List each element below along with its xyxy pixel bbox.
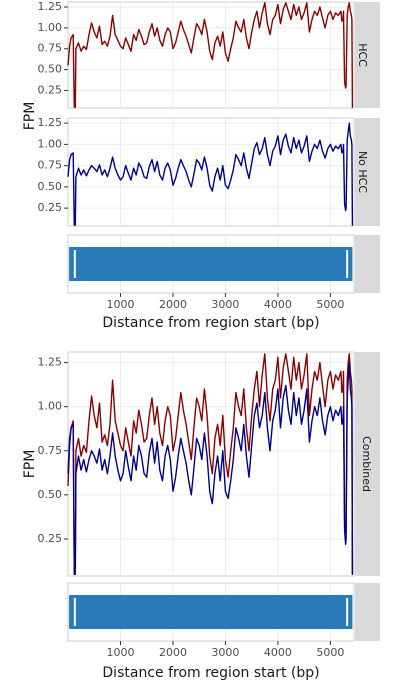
combined-ytick-label-1: 0.50 <box>38 488 63 501</box>
strip-combined <box>355 352 380 576</box>
track-bottom-xtick-label-3: 4000 <box>264 646 292 659</box>
panel-no-hcc-grid <box>68 118 354 226</box>
combined-series-line-no-hcc <box>67 361 354 575</box>
hcc-ytick-label-1: 0.50 <box>38 63 63 76</box>
x-axis-title-bottom: Distance from region start (bp) <box>102 665 319 681</box>
combined-ytick-label-4: 1.25 <box>38 356 63 369</box>
panel-hcc-grid <box>68 2 354 108</box>
combined-ytick-label-3: 1.00 <box>38 400 63 413</box>
nohcc-ytick-label-0: 0.25 <box>38 201 63 214</box>
nohcc-ytick-label-3: 1.00 <box>38 137 63 150</box>
panel-combined: 0.25 0.50 0.75 1.00 1.25 Combined <box>38 351 380 577</box>
track-bottom-bars <box>69 583 353 641</box>
strip-hcc <box>355 2 380 108</box>
track-top-xtick-label-1: 2000 <box>159 298 187 311</box>
combined-ytick-label-2: 0.75 <box>38 444 63 457</box>
track-top-xtick-label-3: 4000 <box>264 298 292 311</box>
panel-no-hcc-frame <box>67 117 355 227</box>
x-ticks-bottom: 1000 2000 3000 4000 5000 <box>106 641 344 659</box>
panel-hcc-yticks: 0.25 0.50 0.75 1.00 1.25 <box>38 0 68 96</box>
track-top-xtick-label-0: 1000 <box>106 298 134 311</box>
combined-ytick-label-0: 0.25 <box>38 532 63 545</box>
y-axis-title-top: FPM <box>22 102 38 131</box>
x-ticks-top: 1000 2000 3000 4000 5000 <box>106 293 344 311</box>
track-bottom-xtick-label-4: 5000 <box>316 646 344 659</box>
track-top-xtick-label-2: 3000 <box>211 298 239 311</box>
region-track-bottom: 1000 2000 3000 4000 5000 <box>67 582 380 659</box>
x-axis-title-top: Distance from region start (bp) <box>102 315 319 331</box>
track-top-xtick-label-4: 5000 <box>316 298 344 311</box>
track-bottom-region-bar-0 <box>69 595 353 629</box>
track-top-region-bar-0 <box>69 247 353 281</box>
y-axis-title-bottom: FPM <box>22 450 38 479</box>
track-bottom-strip <box>355 583 380 641</box>
track-top-bars <box>69 235 353 293</box>
hcc-ytick-label-3: 1.00 <box>38 21 63 34</box>
track-bottom-xtick-label-1: 2000 <box>159 646 187 659</box>
panel-combined-series <box>67 353 354 575</box>
panel-combined-yticks: 0.25 0.50 0.75 1.00 1.25 <box>38 356 68 545</box>
track-top-strip <box>355 235 380 293</box>
track-bottom-xtick-label-0: 1000 <box>106 646 134 659</box>
strip-label-combined: Combined <box>360 436 373 492</box>
nohcc-series-line-no-hcc <box>67 122 354 226</box>
strip-no-hcc <box>355 118 380 226</box>
nohcc-ytick-label-2: 0.75 <box>38 159 63 172</box>
hcc-ytick-label-2: 0.75 <box>38 42 63 55</box>
nohcc-ytick-label-1: 0.50 <box>38 180 63 193</box>
hcc-series-line-hcc <box>67 2 354 108</box>
panel-no-hcc: 0.25 0.50 0.75 1.00 1.25 No HCC <box>38 116 380 227</box>
strip-label-hcc: HCC <box>356 43 369 67</box>
strip-label-no-hcc: No HCC <box>356 151 369 193</box>
panel-hcc: 0.25 0.50 0.75 1.00 1.25 HCC <box>38 0 380 109</box>
track-bottom-xtick-label-2: 3000 <box>211 646 239 659</box>
panel-no-hcc-series <box>67 122 354 226</box>
panel-no-hcc-yticks: 0.25 0.50 0.75 1.00 1.25 <box>38 116 68 214</box>
combined-series-line-hcc <box>67 353 354 575</box>
nohcc-ytick-label-4: 1.25 <box>38 116 63 129</box>
hcc-ytick-label-0: 0.25 <box>38 83 63 96</box>
hcc-ytick-label-4: 1.25 <box>38 0 63 13</box>
region-track-top: 1000 2000 3000 4000 5000 <box>67 234 380 311</box>
panel-hcc-series <box>67 2 354 108</box>
